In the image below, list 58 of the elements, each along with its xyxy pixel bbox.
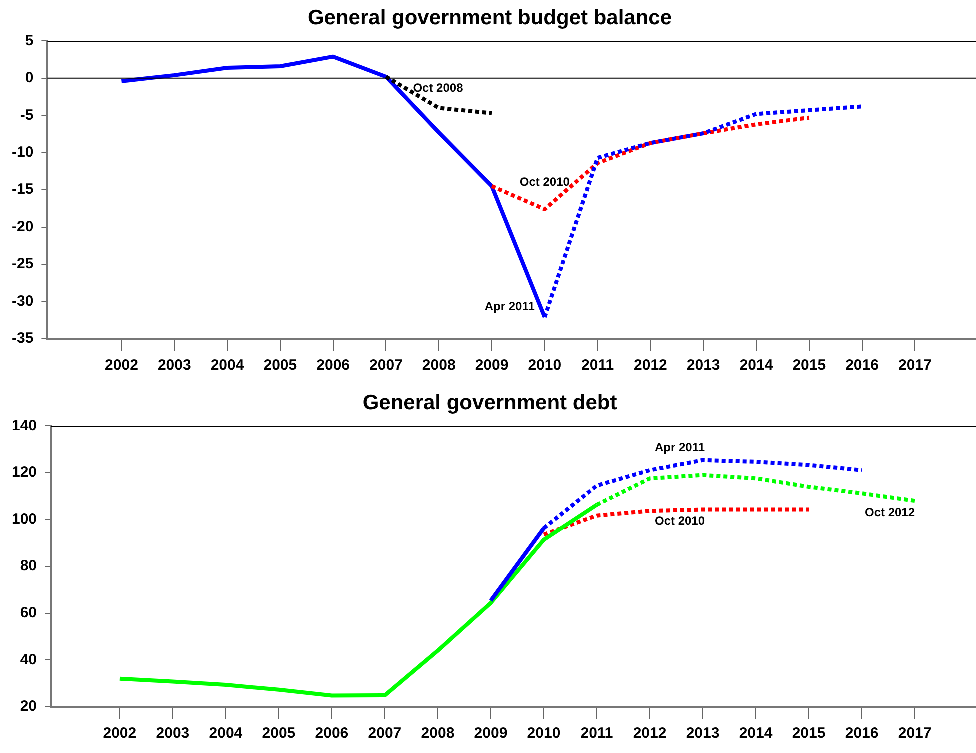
x-tick-label: 2010 <box>527 725 561 742</box>
x-tick-label: 2005 <box>264 357 298 374</box>
series-label: Oct 2012 <box>864 505 916 520</box>
y-tick-label: 100 <box>12 510 38 528</box>
x-tick-label: 2011 <box>582 357 614 374</box>
y-tick-label: -35 <box>12 330 34 348</box>
series-label: Oct 2010 <box>654 514 706 528</box>
x-tick-label: 2009 <box>475 357 509 374</box>
y-tick-label: 20 <box>20 698 38 716</box>
x-tick-label: 2014 <box>740 357 774 374</box>
x-tick-label: 2007 <box>368 725 402 742</box>
x-tick-label: 2011 <box>580 725 614 742</box>
series-label: Apr 2011 <box>484 300 536 314</box>
y-tick-label: 0 <box>25 70 34 87</box>
x-tick-label: 2003 <box>156 725 190 742</box>
x-tick-label: 2016 <box>846 357 879 374</box>
x-tick-label: 2008 <box>421 725 455 742</box>
series-label: Oct 2010 <box>520 174 570 189</box>
series-label: Apr 2011 <box>654 440 706 455</box>
x-tick-label: 2006 <box>315 725 349 742</box>
y-tick-label: 5 <box>25 32 34 50</box>
x-tick-label: 2004 <box>210 357 245 374</box>
x-tick-label: 2016 <box>845 725 879 742</box>
y-tick-label: 80 <box>20 558 38 575</box>
x-tick-label: 2008 <box>422 357 456 374</box>
y-tick-label: -5 <box>20 106 34 124</box>
x-tick-label: 2012 <box>634 357 668 374</box>
x-tick-label: 2005 <box>262 725 296 742</box>
x-tick-label: 2013 <box>686 725 720 742</box>
x-tick-label: 2015 <box>792 725 826 742</box>
x-tick-label: 2006 <box>316 357 350 374</box>
chart-title: General government debt <box>362 391 618 414</box>
x-tick-label: 2010 <box>528 357 562 374</box>
x-tick-label: 2013 <box>686 357 720 374</box>
y-tick-label: -30 <box>12 292 34 310</box>
line-series <box>542 508 812 537</box>
x-tick-label: 2002 <box>103 725 137 742</box>
y-tick-label: -25 <box>12 256 34 273</box>
series-label: Oct 2008 <box>413 81 464 96</box>
x-tick-label: 2014 <box>739 725 774 742</box>
y-tick-label: 60 <box>20 604 38 622</box>
y-tick-label: -20 <box>12 218 34 236</box>
x-tick-label: 2017 <box>898 357 932 374</box>
x-tick-label: 2017 <box>898 725 932 742</box>
x-tick-label: 2009 <box>474 725 508 742</box>
line-series <box>490 116 812 212</box>
x-tick-label: 2012 <box>633 725 667 742</box>
x-tick-label: 2003 <box>158 357 192 374</box>
chart-title: General government budget balance <box>308 6 672 30</box>
x-tick-label: 2002 <box>105 357 138 374</box>
y-tick-label: -15 <box>12 181 34 198</box>
y-tick-label: -10 <box>12 144 34 162</box>
x-tick-label: 2007 <box>370 357 403 374</box>
x-tick-label: 2015 <box>792 357 826 374</box>
y-tick-label: 120 <box>12 464 38 482</box>
y-tick-label: 40 <box>20 651 38 668</box>
y-tick-label: 140 <box>12 417 38 434</box>
x-tick-label: 2004 <box>209 725 244 742</box>
